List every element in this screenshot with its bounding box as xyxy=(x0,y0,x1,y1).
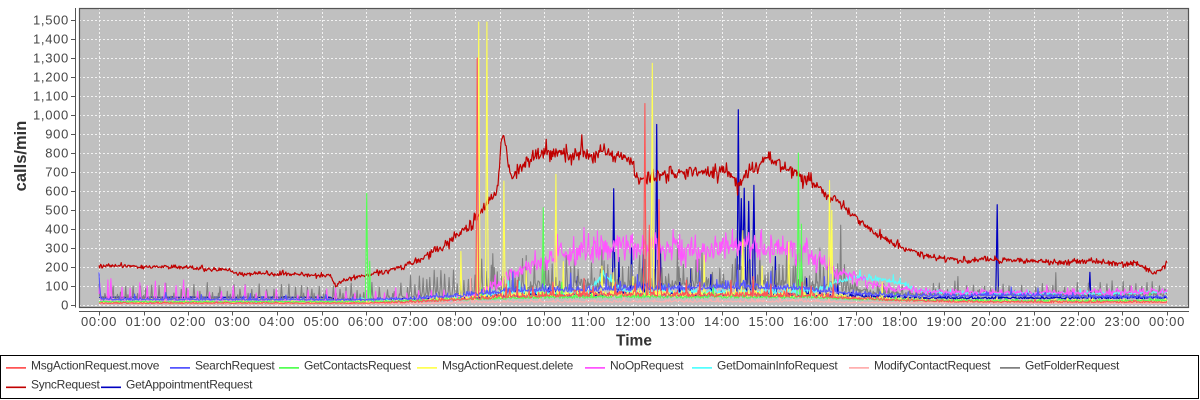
svg-text:05:00: 05:00 xyxy=(303,314,339,329)
svg-text:03:00: 03:00 xyxy=(214,314,250,329)
svg-text:00:00: 00:00 xyxy=(1149,314,1185,329)
svg-text:700: 700 xyxy=(45,165,69,180)
svg-text:01:00: 01:00 xyxy=(125,314,161,329)
svg-text:600: 600 xyxy=(45,184,69,199)
svg-text:09:00: 09:00 xyxy=(481,314,517,329)
svg-text:1,500: 1,500 xyxy=(33,13,69,28)
svg-text:17:00: 17:00 xyxy=(837,314,873,329)
svg-text:08:00: 08:00 xyxy=(437,314,473,329)
svg-text:06:00: 06:00 xyxy=(348,314,384,329)
svg-text:SyncRequest: SyncRequest xyxy=(31,378,101,392)
svg-text:00:00: 00:00 xyxy=(81,314,117,329)
svg-text:500: 500 xyxy=(45,203,69,218)
svg-text:1,000: 1,000 xyxy=(33,108,69,123)
svg-text:GetFolderRequest: GetFolderRequest xyxy=(1025,358,1120,372)
svg-text:1,400: 1,400 xyxy=(33,32,69,47)
svg-text:200: 200 xyxy=(45,260,69,275)
svg-text:13:00: 13:00 xyxy=(659,314,695,329)
svg-text:100: 100 xyxy=(45,279,69,294)
svg-text:15:00: 15:00 xyxy=(748,314,784,329)
svg-text:NoOpRequest: NoOpRequest xyxy=(610,358,684,372)
svg-text:02:00: 02:00 xyxy=(170,314,206,329)
svg-text:07:00: 07:00 xyxy=(392,314,428,329)
svg-text:GetContactsRequest: GetContactsRequest xyxy=(304,358,412,372)
svg-text:14:00: 14:00 xyxy=(704,314,740,329)
svg-text:900: 900 xyxy=(45,127,69,142)
svg-text:1,300: 1,300 xyxy=(33,51,69,66)
svg-text:800: 800 xyxy=(45,146,69,161)
svg-text:10:00: 10:00 xyxy=(526,314,562,329)
svg-text:11:00: 11:00 xyxy=(571,314,606,329)
svg-text:16:00: 16:00 xyxy=(793,314,829,329)
svg-text:04:00: 04:00 xyxy=(259,314,295,329)
svg-text:calls/min: calls/min xyxy=(12,121,30,192)
svg-text:18:00: 18:00 xyxy=(882,314,918,329)
svg-text:1,200: 1,200 xyxy=(33,70,69,85)
svg-text:Time: Time xyxy=(616,332,652,349)
svg-text:1,100: 1,100 xyxy=(33,89,69,104)
svg-text:22:00: 22:00 xyxy=(1060,314,1096,329)
svg-text:21:00: 21:00 xyxy=(1015,314,1051,329)
svg-text:GetAppointmentRequest: GetAppointmentRequest xyxy=(126,378,253,392)
svg-text:400: 400 xyxy=(45,222,69,237)
svg-text:MsgActionRequest.delete: MsgActionRequest.delete xyxy=(442,358,574,372)
svg-text:19:00: 19:00 xyxy=(926,314,962,329)
svg-text:0: 0 xyxy=(61,298,69,313)
svg-text:300: 300 xyxy=(45,241,69,256)
svg-text:GetDomainInfoRequest: GetDomainInfoRequest xyxy=(717,358,838,372)
svg-text:SearchRequest: SearchRequest xyxy=(195,358,275,372)
svg-text:12:00: 12:00 xyxy=(615,314,651,329)
svg-text:20:00: 20:00 xyxy=(971,314,1007,329)
svg-text:23:00: 23:00 xyxy=(1104,314,1140,329)
svg-text:MsgActionRequest.move: MsgActionRequest.move xyxy=(31,358,160,372)
svg-text:ModifyContactRequest: ModifyContactRequest xyxy=(874,358,991,372)
